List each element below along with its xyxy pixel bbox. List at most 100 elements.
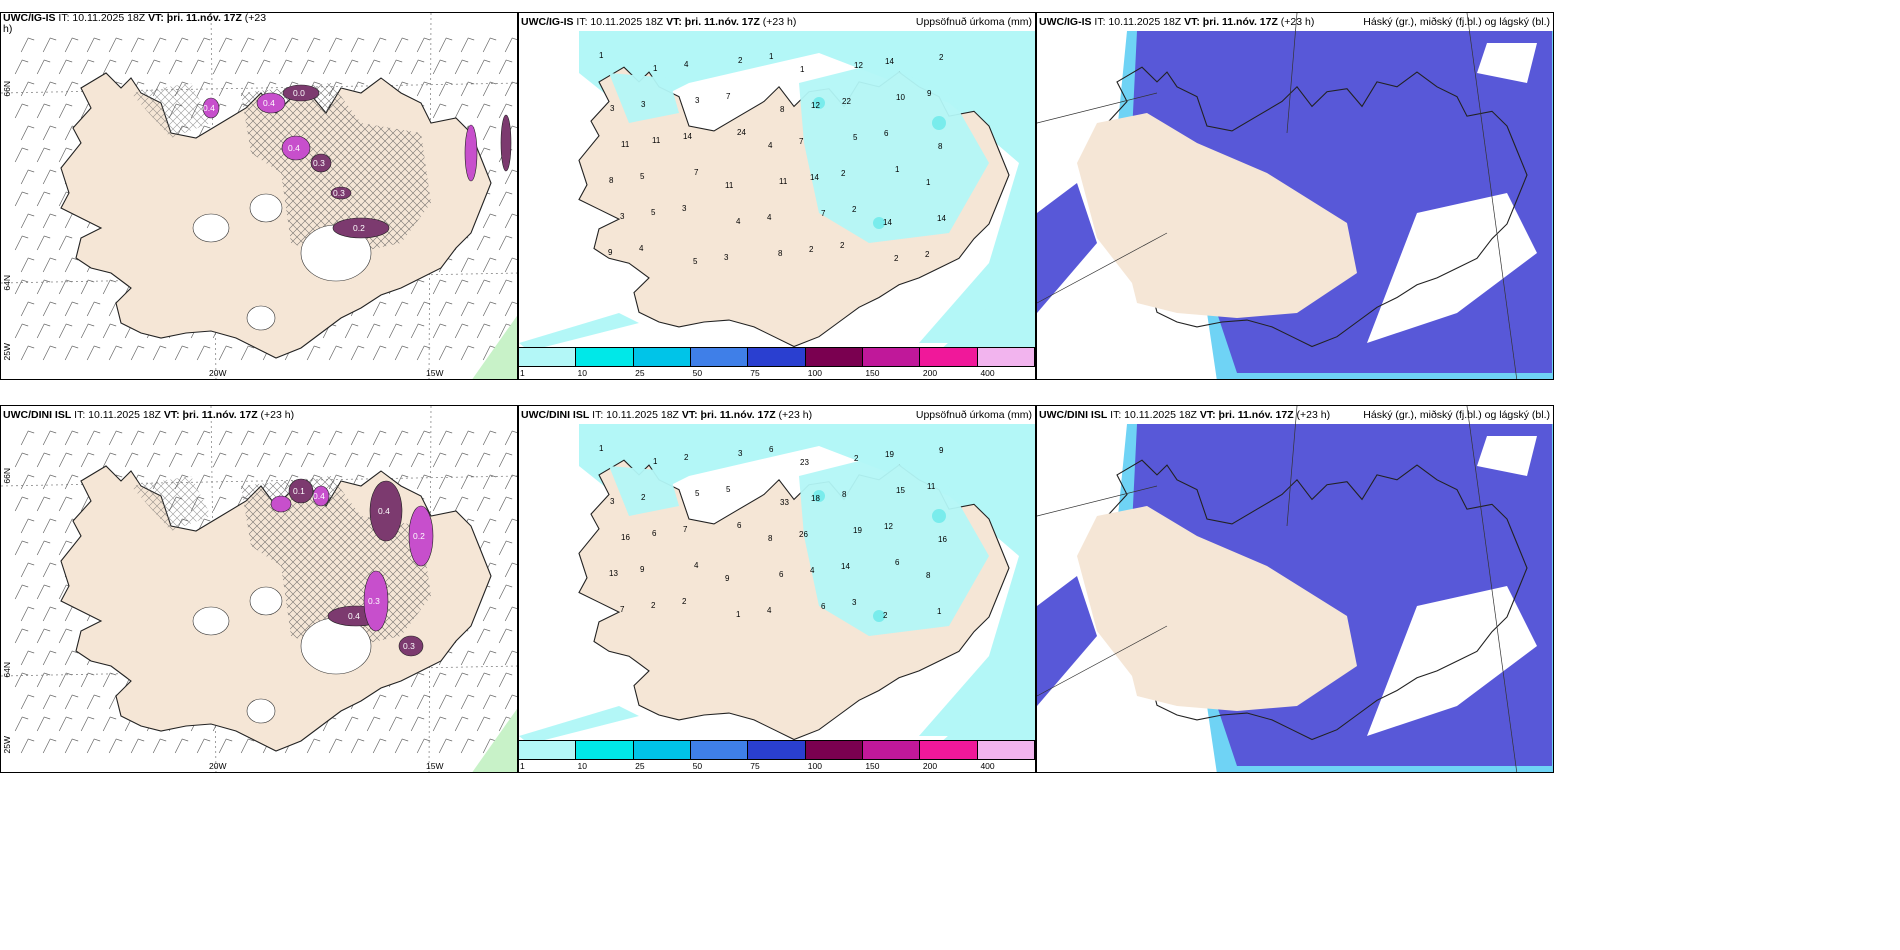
precip-label: 6 xyxy=(769,445,774,454)
wind-barb xyxy=(64,257,79,273)
precip-label: 4 xyxy=(767,213,772,222)
wind-barb xyxy=(174,738,189,754)
wind-barb xyxy=(416,37,431,53)
wind-barb xyxy=(306,738,321,754)
wind-barb xyxy=(42,738,57,754)
boundary-line xyxy=(1466,406,1518,772)
wind-barb xyxy=(20,257,35,273)
wind-barb xyxy=(20,474,35,490)
wind-barb xyxy=(218,430,233,446)
wind-barb xyxy=(416,694,431,710)
grass-area xyxy=(472,315,517,379)
wind-barb xyxy=(504,650,517,666)
precip-label: 12 xyxy=(854,61,863,70)
wind-barb xyxy=(42,169,57,185)
wind-barb xyxy=(36,191,51,207)
precip-label: 14 xyxy=(885,57,894,66)
wind-barb xyxy=(454,672,469,688)
wind-barb xyxy=(476,628,491,644)
precip-label: 9 xyxy=(640,565,645,574)
precip-label: 16 xyxy=(621,533,630,542)
wind-barb xyxy=(58,672,73,688)
precip-label: 5 xyxy=(640,172,645,181)
precip-label: 13 xyxy=(609,569,618,578)
precip-label: 12 xyxy=(811,101,820,110)
precip-label: 1 xyxy=(769,52,774,61)
icing-label: 0.1 xyxy=(293,486,305,496)
wind-barb xyxy=(64,81,79,97)
precip-label: 3 xyxy=(695,96,700,105)
precip-label: 5 xyxy=(853,133,858,142)
wind-barb xyxy=(64,650,79,666)
icing-area xyxy=(332,217,390,239)
wind-barb xyxy=(130,430,145,446)
precip-label: 6 xyxy=(895,558,900,567)
wind-barb xyxy=(14,323,29,339)
wind-barb xyxy=(64,474,79,490)
wind-barb xyxy=(504,474,517,490)
wind-barb xyxy=(42,474,57,490)
wind-barb xyxy=(256,59,271,75)
wind-barb xyxy=(410,452,425,468)
wind-barb xyxy=(80,716,95,732)
colorbar-tick-label: 100 xyxy=(807,761,822,771)
colorbar-tick-label: 50 xyxy=(692,761,703,771)
wind-barb xyxy=(130,37,145,53)
wind-barb xyxy=(394,694,409,710)
precip-label: 2 xyxy=(809,245,814,254)
grass-area xyxy=(472,708,517,772)
wind-barb xyxy=(20,562,35,578)
wind-barb xyxy=(504,169,517,185)
precip-label: 2 xyxy=(841,169,846,178)
graticule-line xyxy=(428,406,432,772)
panel-precip-igis: UWC/IG-IS IT: 10.11.2025 18Z VT: þri. 11… xyxy=(518,12,1036,380)
wind-barb xyxy=(36,103,51,119)
wind-barb xyxy=(394,301,409,317)
wind-barb xyxy=(498,584,513,600)
wind-barb xyxy=(498,59,513,75)
wind-barb xyxy=(42,37,57,53)
colorbar-tick-label: 10 xyxy=(577,368,588,378)
precip-label: 3 xyxy=(682,204,687,213)
wind-barb xyxy=(36,279,51,295)
lon-label: 20W xyxy=(209,761,227,771)
wind-barb xyxy=(64,301,79,317)
wind-barb xyxy=(410,716,425,732)
icing-hatch-area xyxy=(131,476,211,531)
panel-header: UWC/DINI ISL IT: 10.11.2025 18Z VT: þri.… xyxy=(1037,406,1553,424)
precip-label: 3 xyxy=(724,253,729,262)
precip-label: 2 xyxy=(738,56,743,65)
glacier xyxy=(300,617,372,675)
wind-barb xyxy=(410,323,425,339)
precip-area xyxy=(799,63,989,243)
wind-barb xyxy=(394,738,409,754)
wind-barb xyxy=(20,650,35,666)
colorbar-swatch xyxy=(920,741,978,759)
wind-barb xyxy=(438,474,453,490)
precip-label: 24 xyxy=(737,128,746,137)
wind-barb xyxy=(86,345,101,361)
wind-barb xyxy=(432,59,447,75)
wind-barb xyxy=(20,301,35,317)
icing-label: 0.4 xyxy=(378,506,390,516)
wind-barb xyxy=(372,345,387,361)
boundary-line xyxy=(1037,625,1168,697)
wind-barb xyxy=(240,738,255,754)
wind-barb xyxy=(240,345,255,361)
wind-barb xyxy=(432,672,447,688)
precip-label: 18 xyxy=(811,494,820,503)
wind-barb xyxy=(58,628,73,644)
wind-barb xyxy=(476,672,491,688)
lat-label: 64N xyxy=(2,662,12,678)
wind-barb xyxy=(108,430,123,446)
wind-barb xyxy=(58,235,73,251)
wind-barb xyxy=(64,430,79,446)
precip-label: 7 xyxy=(620,605,625,614)
wind-barb xyxy=(482,650,497,666)
wind-barb xyxy=(240,37,255,53)
icing-hatch-area xyxy=(131,83,211,138)
precip-label: 6 xyxy=(737,521,742,530)
wind-barb xyxy=(102,716,117,732)
wind-barb xyxy=(394,430,409,446)
wind-barb xyxy=(124,59,139,75)
